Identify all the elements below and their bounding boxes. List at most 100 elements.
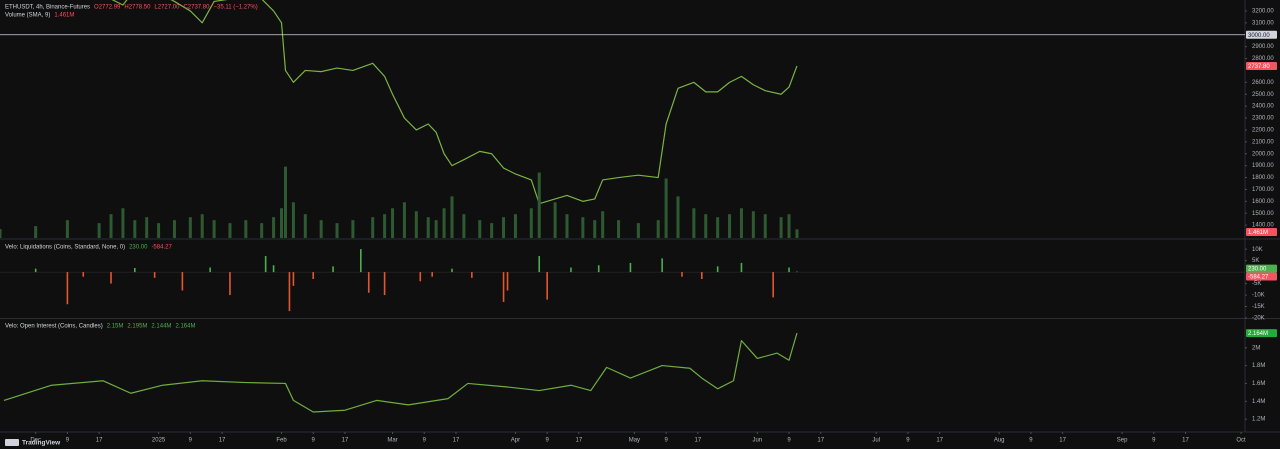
volume-bar [414, 211, 418, 238]
liquidation-bar [82, 272, 85, 277]
y-tick-label: 1800.00 [1252, 175, 1274, 181]
liquidation-bar [471, 272, 473, 278]
x-tick-label: Jul [872, 438, 880, 444]
volume-bar [109, 214, 113, 238]
x-tick-label: May [629, 438, 640, 444]
axis-label: 2737.80 [1248, 64, 1270, 70]
x-tick-label: Oct [1236, 438, 1246, 444]
readout: 2.164M [175, 324, 195, 330]
x-tick-label: Dec [30, 438, 41, 444]
liquidation-bar [597, 265, 600, 273]
liquidation-bar [360, 249, 362, 273]
volume-bar [145, 217, 149, 238]
liquidation-bar [264, 256, 267, 273]
volume-bar [402, 202, 406, 238]
y-tick-label: 1600.00 [1252, 199, 1274, 205]
liquidation-bar [209, 267, 211, 273]
volume-bar [462, 214, 466, 238]
volume-bar [283, 166, 287, 238]
readout: -584.27 [151, 245, 172, 251]
liquidation-bar [570, 267, 572, 273]
volume-bar [763, 214, 767, 238]
readout: 230.00 [129, 245, 148, 251]
x-tick-label: 17 [817, 438, 824, 444]
y-tick-label: 1900.00 [1252, 163, 1274, 169]
x-tick-label: Feb [276, 438, 287, 444]
axis-label-box [1246, 272, 1277, 281]
liquidation-bar [716, 266, 719, 273]
volume-bar [502, 217, 506, 238]
pane-title: Velo: Liquidations (Coins, Standard, Non… [5, 245, 125, 251]
x-tick-label: 17 [576, 438, 583, 444]
volume-bar [513, 214, 517, 238]
volume-bar [704, 214, 708, 238]
liquidation-bar [772, 272, 774, 298]
axis-label: 230.00 [1248, 267, 1267, 273]
brand: TradingView [5, 439, 61, 447]
x-tick-label: Mar [387, 438, 397, 444]
brand-name: TradingView [22, 440, 61, 447]
y-tick-label: 1.4M [1252, 399, 1265, 405]
y-tick-label: 2200.00 [1252, 128, 1274, 134]
volume-bar [553, 202, 557, 238]
y-tick-label: 2600.00 [1252, 80, 1274, 86]
x-tick-label: Aug [994, 438, 1005, 444]
volume-bar [581, 217, 585, 238]
x-tick-label: 9 [1029, 438, 1033, 444]
readout: O2772.99 [94, 5, 121, 11]
volume-bar [371, 217, 375, 238]
series-line [111, 0, 798, 205]
volume-bar [157, 223, 161, 238]
readout: 2.144M [151, 324, 171, 330]
y-tick-label: 1400.00 [1252, 223, 1274, 229]
volume-bar [97, 223, 101, 238]
y-tick-label: 2900.00 [1252, 44, 1274, 50]
axis-label-box [1246, 61, 1277, 70]
volume-bar [212, 220, 216, 238]
x-tick-label: 17 [1059, 438, 1066, 444]
readout: 2.195M [127, 324, 147, 330]
volume-bar [351, 220, 355, 238]
liquidation-bar [629, 262, 632, 273]
y-tick-label: 2500.00 [1252, 92, 1274, 98]
x-tick-label: 9 [545, 438, 549, 444]
y-tick-label: 10K [1252, 247, 1263, 253]
liquidation-bar [332, 266, 334, 273]
volume-bar [260, 223, 264, 238]
volume-bar [121, 208, 125, 238]
y-tick-label: -15K [1252, 304, 1265, 310]
y-tick-label: 1500.00 [1252, 211, 1274, 217]
liquidation-bar [292, 272, 295, 286]
x-tick-label: Jun [752, 438, 762, 444]
volume-bar [0, 229, 2, 238]
axis-label-box [1246, 264, 1277, 273]
volume-bar [65, 220, 69, 238]
liquidation-bar [502, 272, 505, 302]
readout: L2727.00 [154, 5, 180, 11]
y-tick-label: 5K [1252, 258, 1259, 264]
volume-bar [426, 217, 430, 238]
pane-title: Velo: Open Interest (Coins, Candles) [5, 324, 103, 330]
volume-bar [391, 208, 395, 238]
y-tick-label: 2400.00 [1252, 104, 1274, 110]
volume-bar [383, 214, 387, 238]
pane-title: ETHUSDT, 4h, Binance-Futures [5, 5, 90, 11]
x-tick-label: Sep [1117, 438, 1128, 444]
axis-label-box [1246, 228, 1277, 236]
liquidation-bar [546, 272, 548, 300]
x-tick-label: 17 [453, 438, 460, 444]
axis-label: -584.27 [1248, 275, 1269, 281]
volume-bar [133, 220, 137, 238]
liquidation-bar [229, 272, 231, 296]
liquidation-bar [134, 267, 136, 273]
volume-bar [565, 214, 569, 238]
volume-bar [593, 220, 597, 238]
y-tick-label: 3100.00 [1252, 20, 1274, 26]
readout: H2778.50 [124, 5, 151, 11]
y-tick-label: 2M [1252, 345, 1260, 351]
volume-bar [200, 214, 204, 238]
volume-bar [478, 220, 482, 238]
x-tick-label: 9 [189, 438, 193, 444]
